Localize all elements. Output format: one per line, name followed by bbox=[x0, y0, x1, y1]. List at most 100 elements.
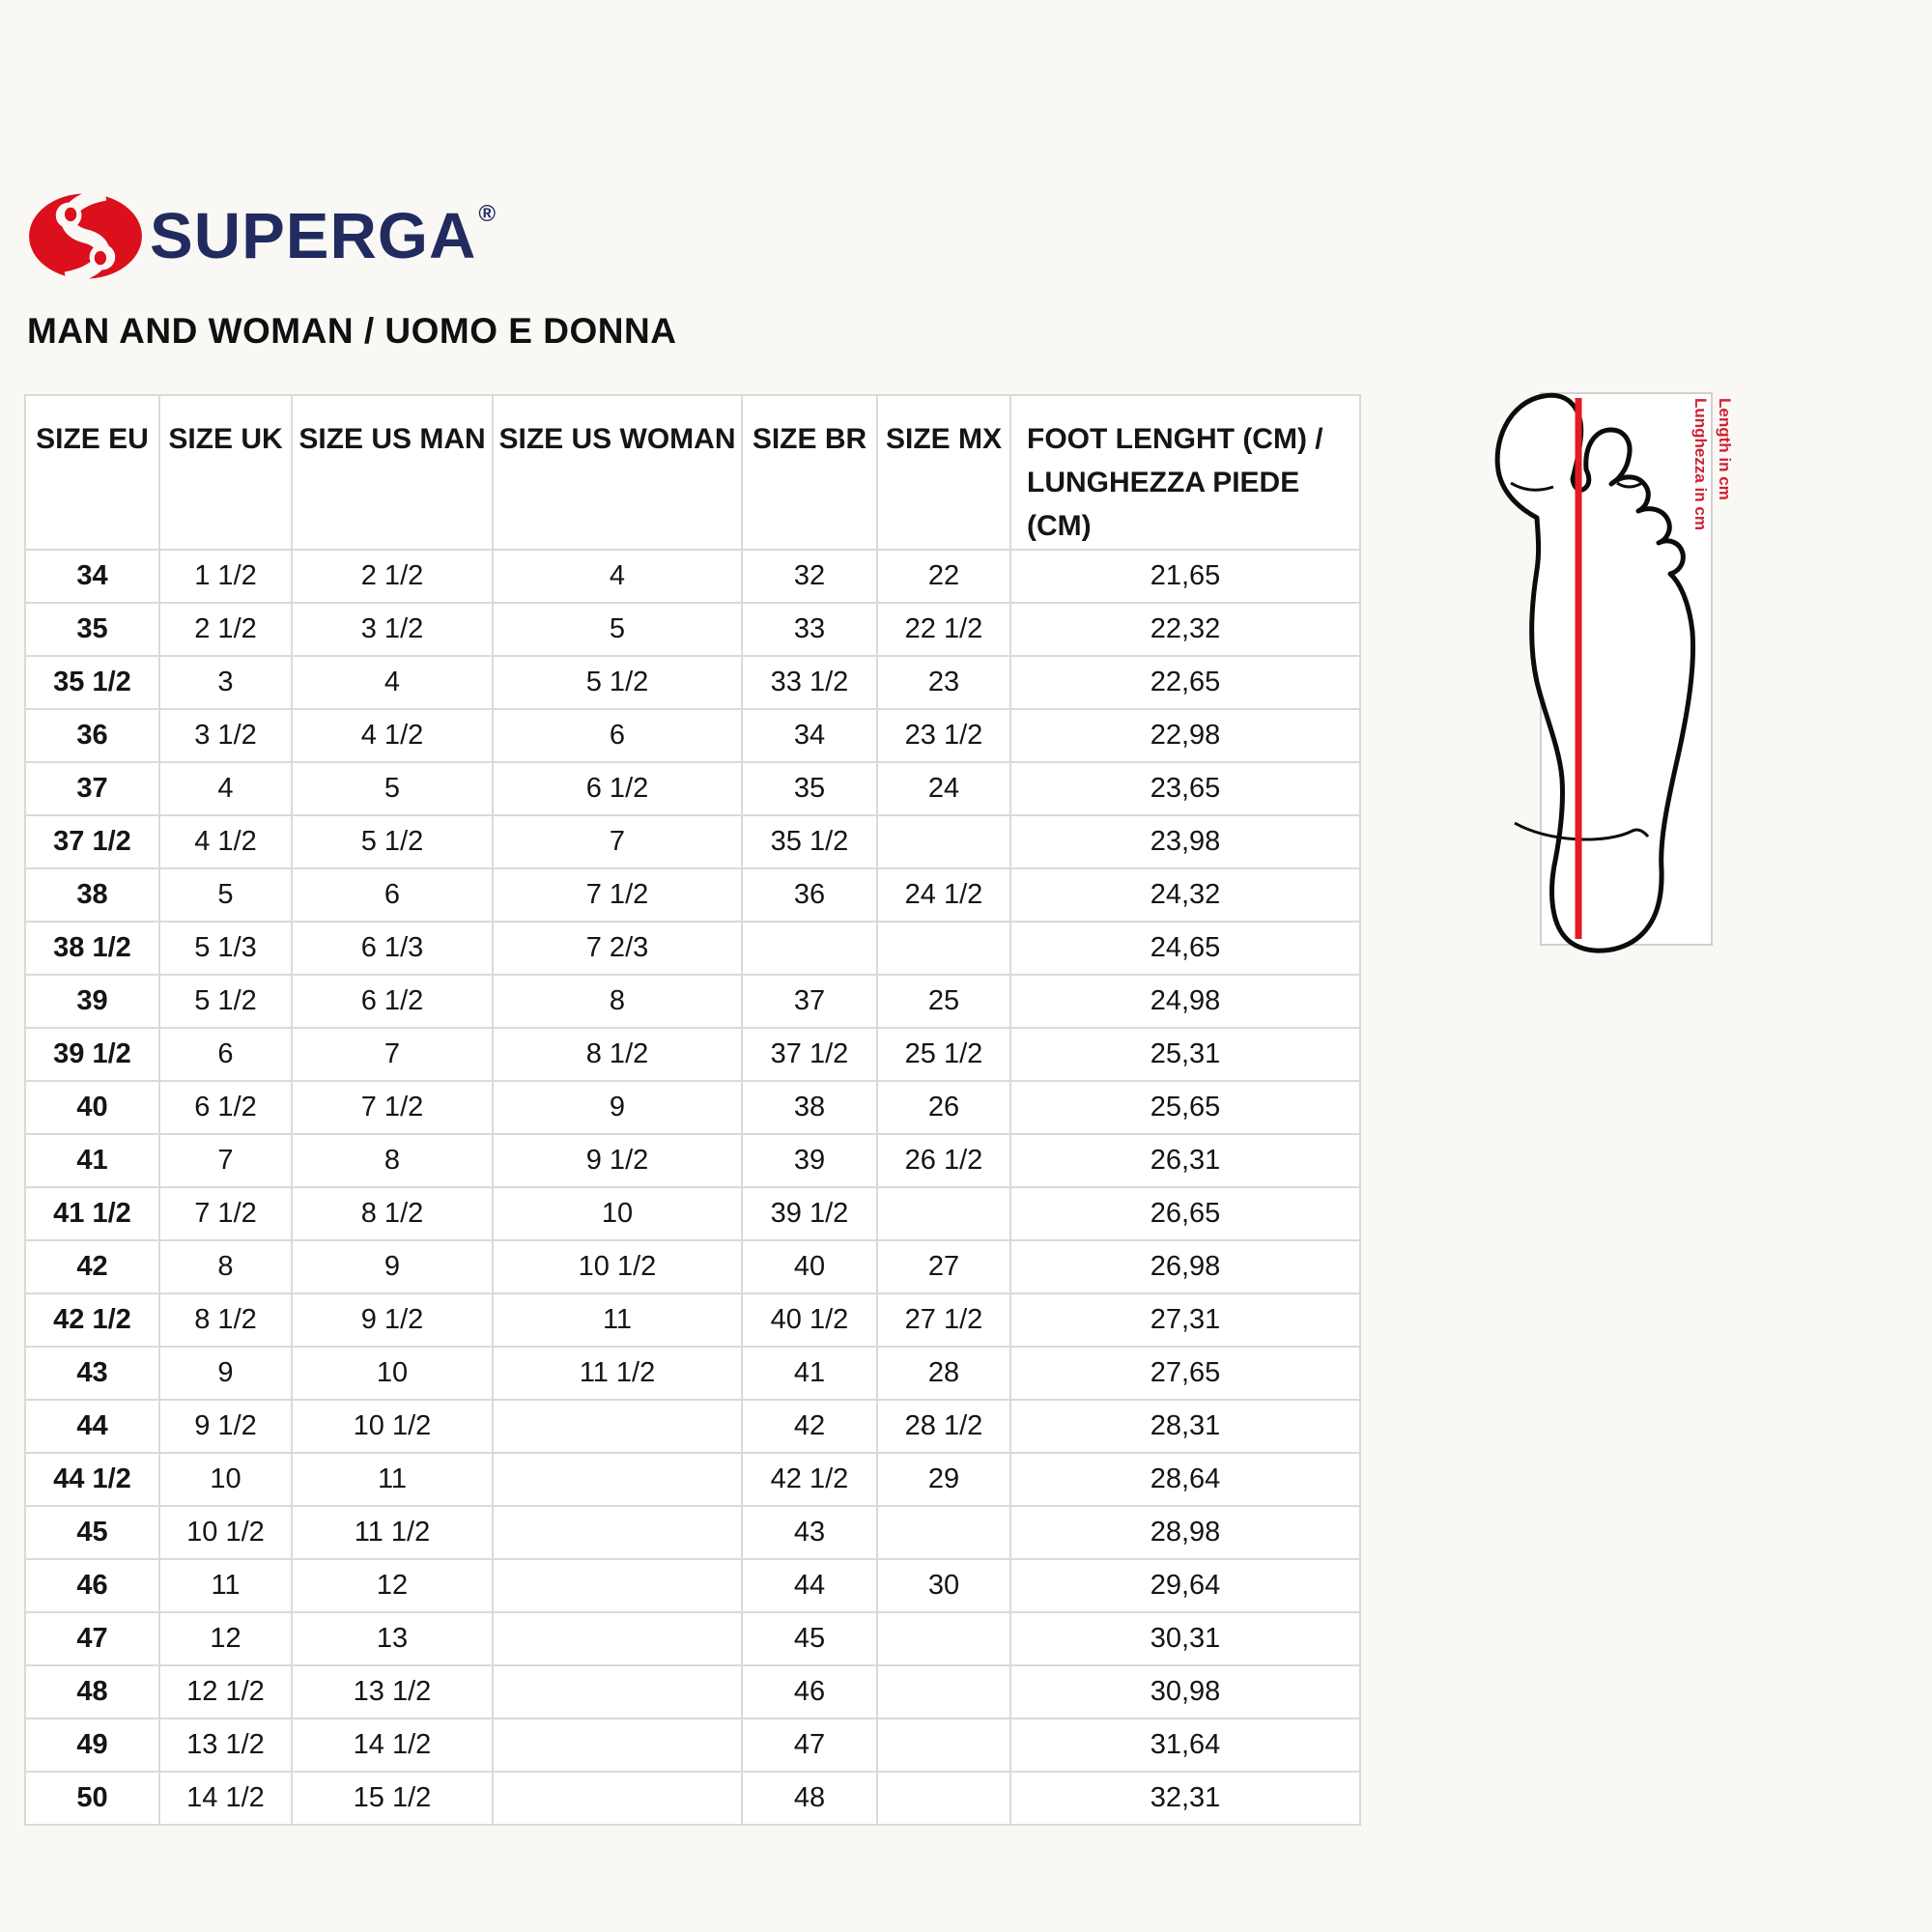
cell bbox=[492, 1399, 743, 1454]
column-header: SIZE EU bbox=[24, 394, 160, 551]
cell bbox=[876, 1186, 1011, 1241]
table-row: 42 1/2 8 1/2 9 1/2 11 40 1/2 27 1/2 27,31 bbox=[24, 1293, 1361, 1348]
table-row: 35 2 1/2 3 1/2 5 33 22 1/2 22,32 bbox=[24, 602, 1361, 657]
cell: 27,65 bbox=[1009, 1346, 1361, 1401]
cell: 4 bbox=[492, 549, 743, 604]
table-row: 34 1 1/2 2 1/2 4 32 22 21,65 bbox=[24, 549, 1361, 604]
table-row: 37 4 5 6 1/2 35 24 23,65 bbox=[24, 761, 1361, 816]
toe-crease bbox=[1616, 481, 1643, 489]
superga-s-icon bbox=[29, 191, 142, 281]
cell bbox=[492, 1664, 743, 1719]
cell: 12 bbox=[291, 1558, 494, 1613]
cell: 50 bbox=[24, 1771, 160, 1826]
cell: 25 bbox=[876, 974, 1011, 1029]
cell: 21,65 bbox=[1009, 549, 1361, 604]
cell: 48 bbox=[24, 1664, 160, 1719]
cell: 6 1/3 bbox=[291, 921, 494, 976]
table-row: 38 1/2 5 1/3 6 1/3 7 2/3 24,65 bbox=[24, 921, 1361, 976]
table-row: 39 1/2 6 7 8 1/2 37 1/2 25 1/2 25,31 bbox=[24, 1027, 1361, 1082]
cell bbox=[876, 814, 1011, 869]
cell: 40 bbox=[741, 1239, 878, 1294]
cell: 8 1/2 bbox=[158, 1293, 293, 1348]
cell: 11 1/2 bbox=[291, 1505, 494, 1560]
cell: 25,65 bbox=[1009, 1080, 1361, 1135]
column-header: FOOT LENGHT (CM) / LUNGHEZZA PIEDE (CM) bbox=[1009, 394, 1361, 551]
cell: 43 bbox=[24, 1346, 160, 1401]
cell: 27 1/2 bbox=[876, 1293, 1011, 1348]
cell: 44 bbox=[741, 1558, 878, 1613]
cell bbox=[876, 1718, 1011, 1773]
cell: 39 1/2 bbox=[741, 1186, 878, 1241]
table-row: 46 11 12 44 30 29,64 bbox=[24, 1558, 1361, 1613]
cell: 23 bbox=[876, 655, 1011, 710]
cell: 12 bbox=[158, 1611, 293, 1666]
cell: 3 1/2 bbox=[291, 602, 494, 657]
cell: 7 1/2 bbox=[492, 867, 743, 923]
cell: 34 bbox=[741, 708, 878, 763]
cell: 35 1/2 bbox=[24, 655, 160, 710]
cell: 13 1/2 bbox=[158, 1718, 293, 1773]
cell: 39 bbox=[24, 974, 160, 1029]
cell: 32 bbox=[741, 549, 878, 604]
table-row: 42 8 9 10 1/2 40 27 26,98 bbox=[24, 1239, 1361, 1294]
cell: 22,32 bbox=[1009, 602, 1361, 657]
cell: 14 1/2 bbox=[291, 1718, 494, 1773]
cell: 7 bbox=[158, 1133, 293, 1188]
cell: 33 bbox=[741, 602, 878, 657]
cell: 29 bbox=[876, 1452, 1011, 1507]
cell: 42 1/2 bbox=[741, 1452, 878, 1507]
cell bbox=[492, 1452, 743, 1507]
cell: 28,64 bbox=[1009, 1452, 1361, 1507]
cell: 7 1/2 bbox=[158, 1186, 293, 1241]
cell: 46 bbox=[24, 1558, 160, 1613]
cell: 26,65 bbox=[1009, 1186, 1361, 1241]
table-row: 45 10 1/2 11 1/2 43 28,98 bbox=[24, 1505, 1361, 1560]
table-row: 39 5 1/2 6 1/2 8 37 25 24,98 bbox=[24, 974, 1361, 1029]
cell: 35 bbox=[24, 602, 160, 657]
cell: 44 1/2 bbox=[24, 1452, 160, 1507]
cell: 48 bbox=[741, 1771, 878, 1826]
cell: 38 bbox=[741, 1080, 878, 1135]
cell: 45 bbox=[24, 1505, 160, 1560]
table-body: 34 1 1/2 2 1/2 4 32 22 21,65 35 2 1/2 3 1/2 5 33 22 … bbox=[24, 549, 1361, 1826]
cell: 10 1/2 bbox=[158, 1505, 293, 1560]
cell: 42 bbox=[24, 1239, 160, 1294]
cell: 2 1/2 bbox=[158, 602, 293, 657]
cell: 47 bbox=[24, 1611, 160, 1666]
brand-logo: SUPERGA® bbox=[26, 191, 497, 281]
heel-crease bbox=[1514, 821, 1650, 841]
header-row: SIZE EU SIZE UK SIZE US MAN SIZE US WOMAN SI… bbox=[24, 394, 1361, 551]
foot-diagram: Length in cm Lunghezza in cm bbox=[1476, 386, 1739, 966]
cell: 5 1/2 bbox=[492, 655, 743, 710]
cell: 26,31 bbox=[1009, 1133, 1361, 1188]
cell: 29,64 bbox=[1009, 1558, 1361, 1613]
table-row: 47 12 13 45 30,31 bbox=[24, 1611, 1361, 1666]
cell: 22 bbox=[876, 549, 1011, 604]
cell: 26 1/2 bbox=[876, 1133, 1011, 1188]
cell: 5 bbox=[492, 602, 743, 657]
cell: 38 bbox=[24, 867, 160, 923]
cell: 46 bbox=[741, 1664, 878, 1719]
cell bbox=[876, 921, 1011, 976]
cell: 7 2/3 bbox=[492, 921, 743, 976]
cell: 31,64 bbox=[1009, 1718, 1361, 1773]
cell: 10 1/2 bbox=[291, 1399, 494, 1454]
cell: 5 1/3 bbox=[158, 921, 293, 976]
cell bbox=[876, 1664, 1011, 1719]
cell: 4 1/2 bbox=[158, 814, 293, 869]
cell: 24 1/2 bbox=[876, 867, 1011, 923]
cell: 28,98 bbox=[1009, 1505, 1361, 1560]
cell: 15 1/2 bbox=[291, 1771, 494, 1826]
registered-mark: ® bbox=[478, 201, 497, 227]
brand-name-text: SUPERGA bbox=[150, 200, 477, 272]
cell: 11 bbox=[291, 1452, 494, 1507]
cell: 6 1/2 bbox=[492, 761, 743, 816]
cell: 6 1/2 bbox=[158, 1080, 293, 1135]
cell: 30,98 bbox=[1009, 1664, 1361, 1719]
cell: 25,31 bbox=[1009, 1027, 1361, 1082]
cell: 38 1/2 bbox=[24, 921, 160, 976]
cell: 45 bbox=[741, 1611, 878, 1666]
table-row: 43 9 10 11 1/2 41 28 27,65 bbox=[24, 1346, 1361, 1401]
cell: 13 1/2 bbox=[291, 1664, 494, 1719]
cell: 9 bbox=[158, 1346, 293, 1401]
